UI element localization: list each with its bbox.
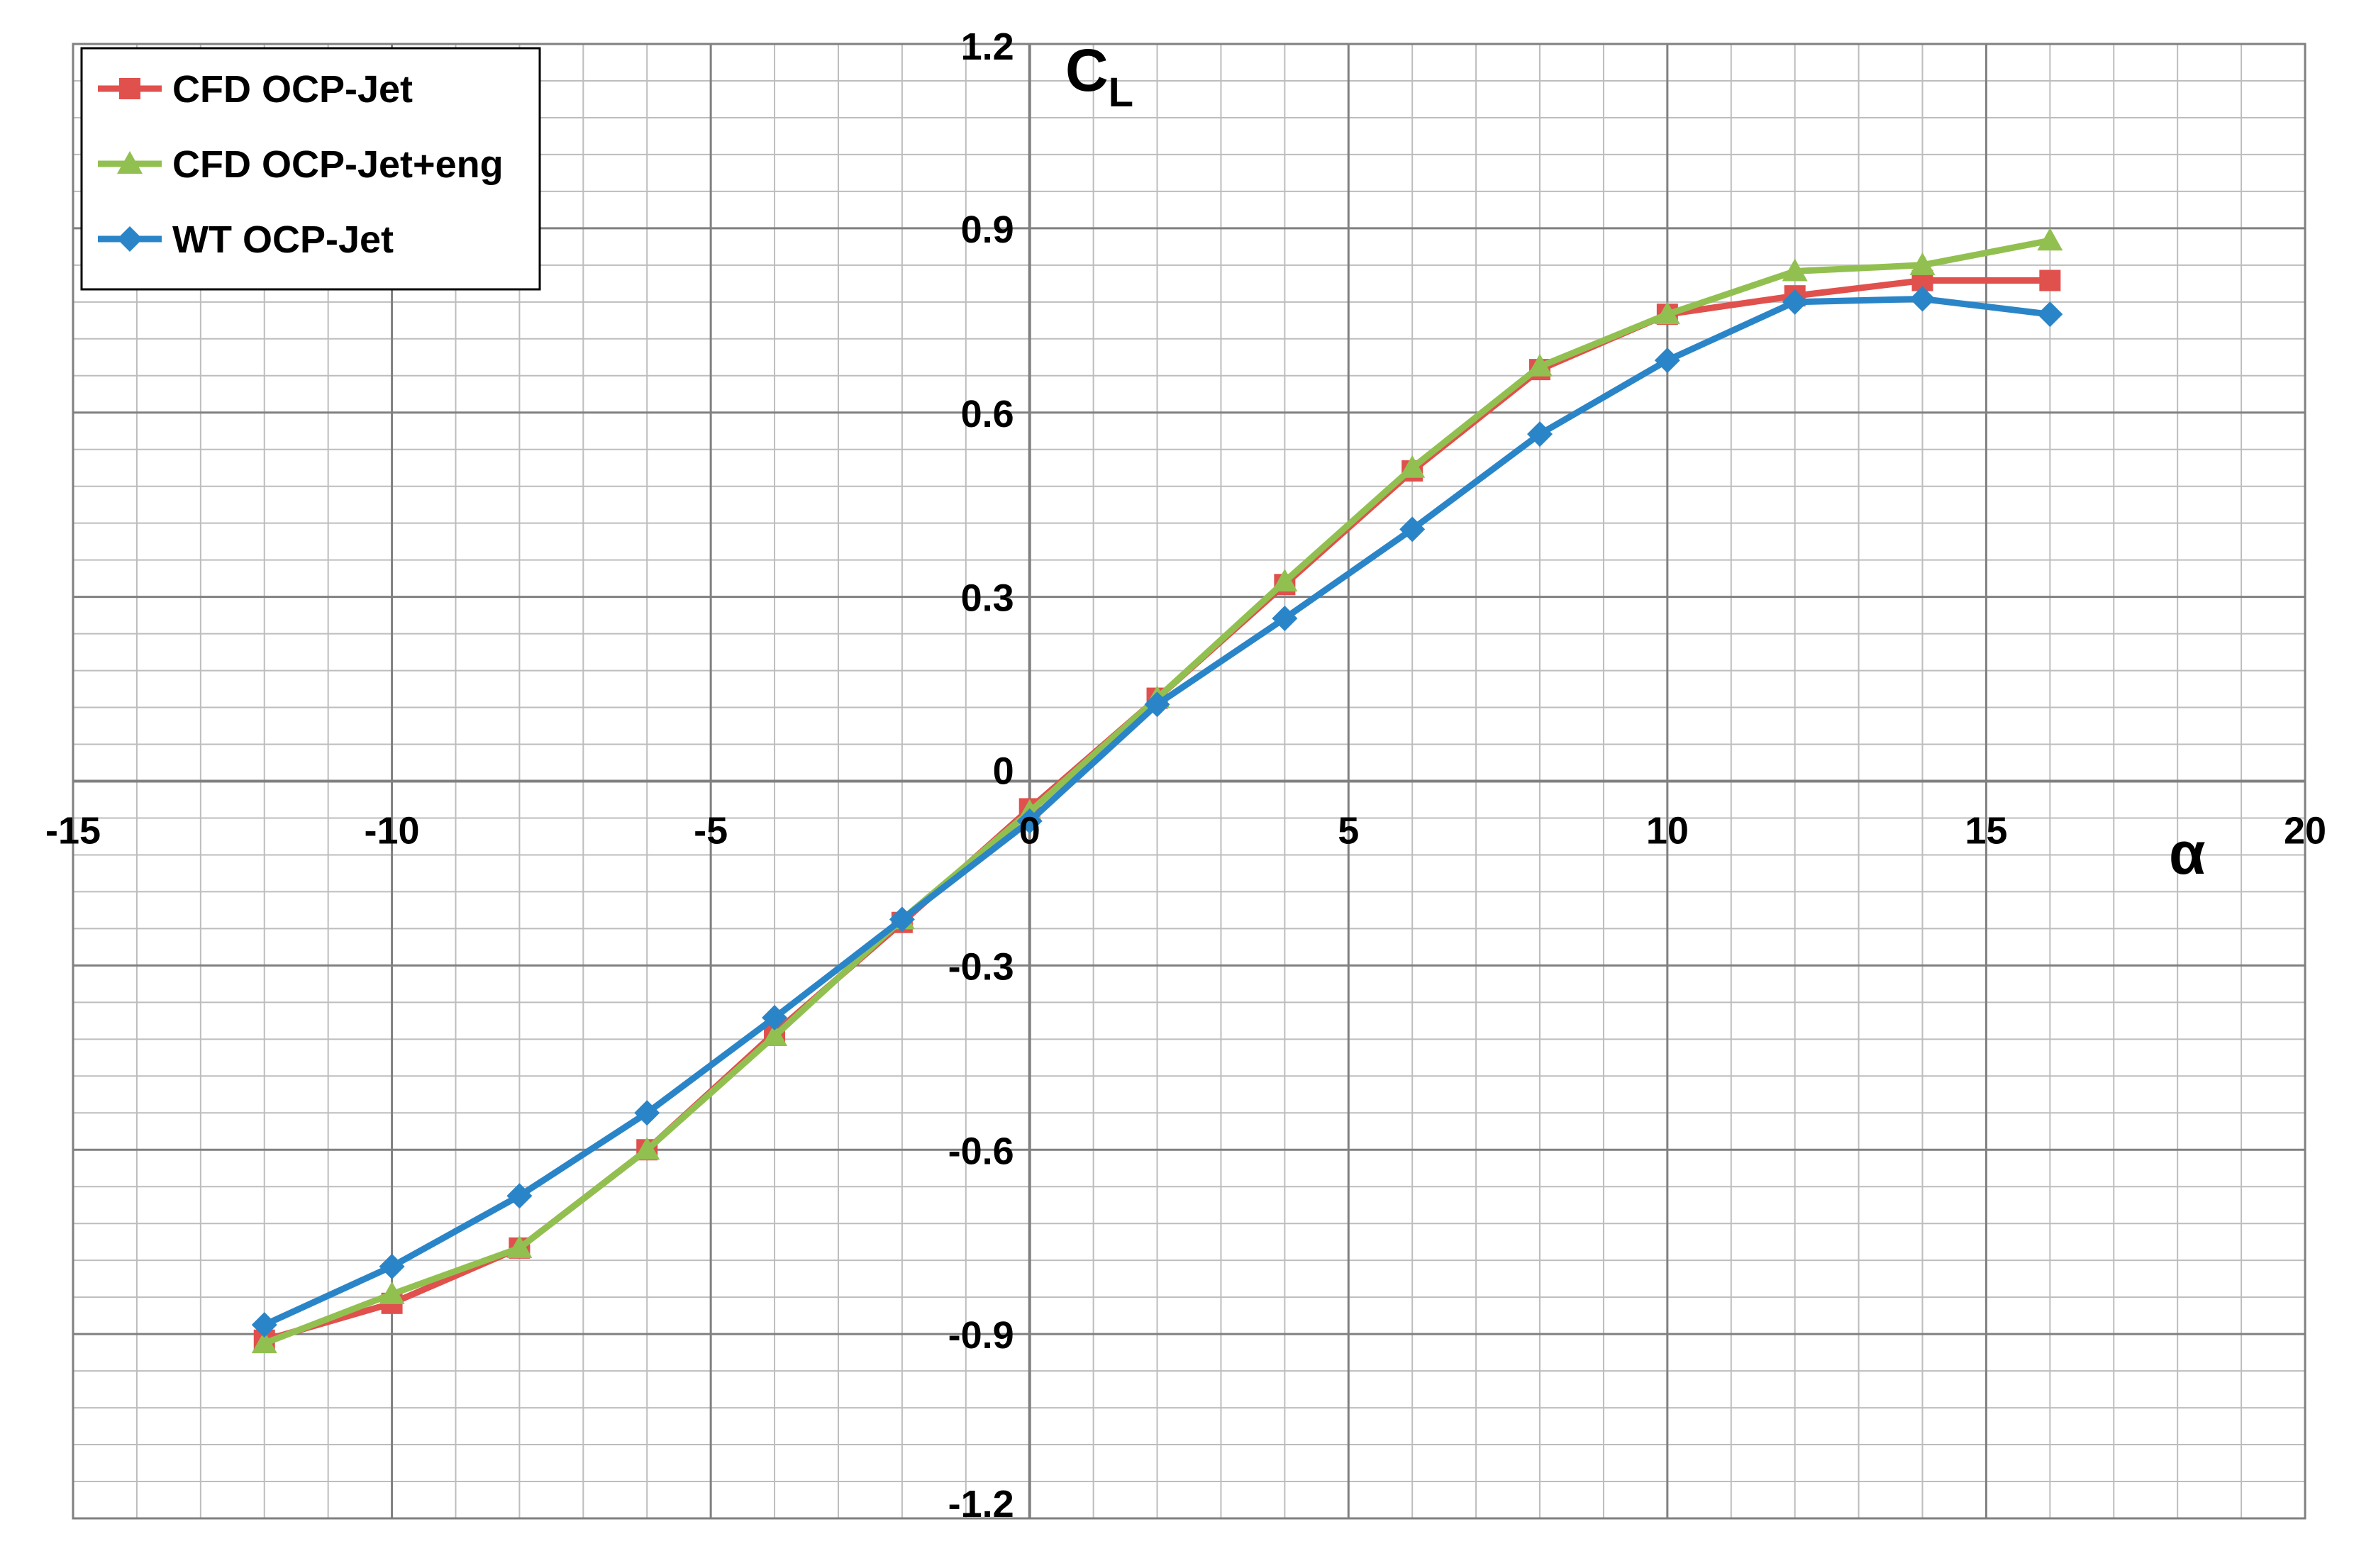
legend-marker xyxy=(117,226,143,252)
data-point xyxy=(1654,347,1680,374)
data-point xyxy=(1527,353,1553,377)
data-point xyxy=(634,1137,660,1160)
data-point xyxy=(251,1330,277,1354)
data-point xyxy=(1144,691,1170,718)
y-tick-label: -0.9 xyxy=(948,1314,1014,1357)
legend-item: WT OCP-Jet xyxy=(98,218,394,261)
x-tick-label: 20 xyxy=(2284,810,2326,852)
y-tick-label: -0.3 xyxy=(948,945,1014,988)
legend-label: CFD OCP-Jet+eng xyxy=(172,143,504,186)
y-tick-label: 0.3 xyxy=(961,577,1014,620)
legend-marker xyxy=(119,78,140,99)
legend-item: CFD OCP-Jet xyxy=(98,68,413,111)
data-point xyxy=(889,906,915,933)
data-point xyxy=(1527,421,1553,447)
data-point xyxy=(506,1235,533,1258)
y-tick-label: 1.2 xyxy=(961,26,1014,68)
data-point xyxy=(762,1005,788,1031)
x-tick-label: 5 xyxy=(1338,810,1359,852)
y-axis-label-sub: L xyxy=(1109,69,1133,116)
data-point xyxy=(251,1312,277,1338)
data-point xyxy=(1909,286,1936,312)
data-point xyxy=(506,1183,533,1209)
data-point xyxy=(1399,516,1426,543)
data-point xyxy=(379,1281,405,1304)
x-tick-label: 0 xyxy=(1019,810,1040,852)
legend-label: WT OCP-Jet xyxy=(172,218,394,261)
series-3 xyxy=(251,286,2063,1338)
data-point xyxy=(1654,301,1680,325)
y-tick-label: -1.2 xyxy=(948,1483,1014,1525)
y-tick-label: 0.9 xyxy=(961,208,1014,251)
legend: CFD OCP-Jet CFD OCP-Jet+eng WT OCP-Jet xyxy=(80,47,541,291)
data-point xyxy=(1399,455,1426,478)
legend-item: CFD OCP-Jet+eng xyxy=(98,143,504,186)
legend-label: CFD OCP-Jet xyxy=(172,68,413,111)
data-point xyxy=(1782,289,1808,315)
x-tick-label: -15 xyxy=(45,810,101,852)
tick-labels: -15 -10 -5 0 5 10 15 20 -1.2 -0.9 -0.6 -0.3 0 0.3 0.6 0… xyxy=(45,26,2326,1525)
data-point xyxy=(1272,568,1298,591)
x-axis-label: α xyxy=(2169,820,2206,886)
y-axis-label: CL xyxy=(1065,37,1133,116)
y-tick-label: -0.6 xyxy=(948,1130,1014,1172)
y-tick-label: 0.6 xyxy=(961,393,1014,435)
data-point xyxy=(379,1253,405,1279)
data-point xyxy=(634,1100,660,1126)
x-tick-label: -5 xyxy=(694,810,728,852)
y-tick-label: 0 xyxy=(993,750,1014,793)
x-tick-label: -10 xyxy=(365,810,420,852)
data-point xyxy=(1909,252,1936,275)
data-point xyxy=(2037,228,2063,251)
data-point xyxy=(2037,301,2063,328)
data-point xyxy=(2039,269,2061,291)
x-tick-label: 10 xyxy=(1646,810,1689,852)
x-tick-label: 15 xyxy=(1965,810,2007,852)
data-point xyxy=(762,1023,788,1046)
legend-marker xyxy=(117,151,143,174)
data-point xyxy=(1782,258,1808,282)
series-layer xyxy=(251,228,2063,1354)
axes xyxy=(73,44,2305,1518)
data-point xyxy=(1272,605,1298,631)
y-axis-label-main: C xyxy=(1065,37,1109,104)
data-point xyxy=(1016,808,1043,834)
